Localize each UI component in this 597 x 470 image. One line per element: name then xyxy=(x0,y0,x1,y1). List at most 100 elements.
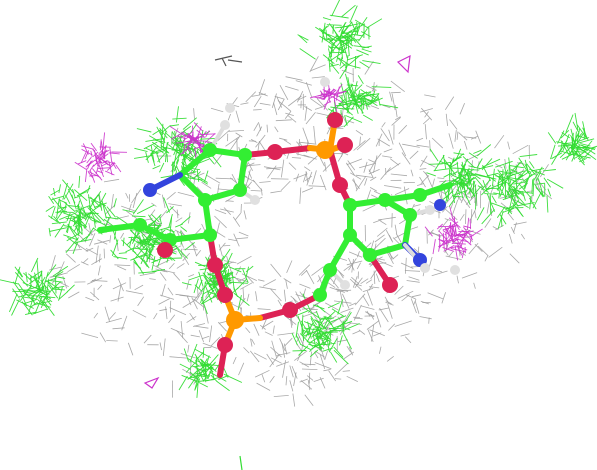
mesh-segment xyxy=(376,227,388,237)
mesh-segment xyxy=(310,98,323,108)
mesh-segment xyxy=(97,265,101,276)
mesh-segment xyxy=(277,299,282,307)
mesh-segment xyxy=(550,144,556,160)
mesh-segment xyxy=(166,228,175,233)
mesh-segment xyxy=(508,157,512,176)
mesh-segment xyxy=(305,269,315,285)
mesh-segment xyxy=(497,210,504,229)
mesh-segment xyxy=(404,270,421,272)
mesh-segment xyxy=(196,363,210,372)
mesh-segment xyxy=(373,155,378,173)
mesh-segment xyxy=(546,195,549,213)
carbon-atom xyxy=(233,183,247,197)
mesh-segment xyxy=(198,381,209,388)
mesh-segment xyxy=(441,292,446,304)
mesh-segment xyxy=(68,291,80,299)
mesh-segment xyxy=(190,131,194,142)
mesh-segment xyxy=(253,95,262,108)
mesh-segment xyxy=(338,42,350,50)
mesh-segment xyxy=(95,161,103,164)
mesh-segment xyxy=(395,233,402,243)
mesh-segment xyxy=(116,243,119,252)
mesh-segment xyxy=(87,159,96,167)
mesh-segment xyxy=(336,43,342,62)
mesh-segment xyxy=(433,154,445,172)
mesh-segment xyxy=(196,129,206,138)
green-density-mesh xyxy=(0,0,597,398)
mesh-segment xyxy=(170,131,185,140)
mesh-segment xyxy=(179,363,191,370)
stray-mesh-mark xyxy=(214,55,243,67)
mesh-segment xyxy=(416,144,430,148)
mesh-segment xyxy=(467,169,472,179)
mesh-segment xyxy=(168,203,182,207)
mesh-segment xyxy=(428,229,434,236)
mesh-segment xyxy=(337,125,344,129)
mesh-segment xyxy=(514,162,520,173)
mesh-segment xyxy=(420,300,430,305)
mesh-segment xyxy=(191,242,197,256)
mesh-segment xyxy=(223,260,237,264)
mesh-segment xyxy=(141,244,154,257)
oxygen-atom xyxy=(267,144,283,160)
mesh-segment xyxy=(343,351,355,360)
mesh-segment xyxy=(301,307,315,310)
oxygen-atom xyxy=(327,112,343,128)
mesh-segment xyxy=(263,166,281,171)
mesh-segment xyxy=(322,88,336,98)
mesh-segment xyxy=(87,206,102,223)
mesh-segment xyxy=(463,165,471,184)
mesh-segment xyxy=(227,113,231,121)
mesh-segment xyxy=(22,285,40,292)
mesh-segment xyxy=(66,284,75,293)
mesh-segment xyxy=(74,161,87,170)
mesh-segment xyxy=(360,278,369,285)
mesh-segment xyxy=(379,103,399,109)
mesh-segment xyxy=(295,310,308,317)
mesh-segment xyxy=(355,174,373,178)
mesh-segment xyxy=(267,165,277,179)
mesh-segment xyxy=(167,287,174,296)
mesh-segment xyxy=(360,96,363,114)
mesh-segment xyxy=(193,122,203,132)
mesh-segment xyxy=(30,257,39,273)
mesh-segment xyxy=(180,353,196,359)
mesh-segment xyxy=(362,93,380,98)
mesh-segment xyxy=(451,238,459,245)
mesh-segment xyxy=(508,187,521,195)
mesh-segment xyxy=(511,160,523,172)
mesh-segment xyxy=(177,143,181,154)
mesh-segment xyxy=(339,62,347,69)
mesh-segment xyxy=(450,153,464,165)
hydrogen-atom xyxy=(340,280,350,290)
mesh-segment xyxy=(300,380,313,390)
mesh-segment xyxy=(274,95,285,100)
mesh-segment xyxy=(182,248,198,251)
mesh-segment xyxy=(73,212,83,221)
mesh-segment xyxy=(128,203,132,212)
mesh-segment xyxy=(210,374,218,383)
mesh-segment xyxy=(126,210,137,219)
mesh-segment xyxy=(464,228,481,235)
mesh-segment xyxy=(468,165,481,170)
mesh-segment xyxy=(289,380,294,392)
mesh-segment xyxy=(177,248,183,258)
mesh-segment xyxy=(349,302,357,307)
mesh-segment xyxy=(388,323,396,331)
mesh-segment xyxy=(456,190,460,200)
mesh-segment xyxy=(210,107,224,113)
mesh-segment xyxy=(538,187,553,200)
mesh-segment xyxy=(384,296,390,304)
mesh-segment xyxy=(17,283,27,296)
mesh-segment xyxy=(353,304,362,321)
mesh-segment xyxy=(572,121,580,133)
mesh-segment xyxy=(258,279,265,282)
mesh-segment xyxy=(352,276,358,288)
mesh-segment xyxy=(89,216,107,227)
phosphorus-atom xyxy=(226,311,244,329)
mesh-segment xyxy=(285,112,294,116)
mesh-segment xyxy=(110,249,119,260)
mesh-segment xyxy=(204,369,209,380)
mesh-segment xyxy=(233,233,240,247)
